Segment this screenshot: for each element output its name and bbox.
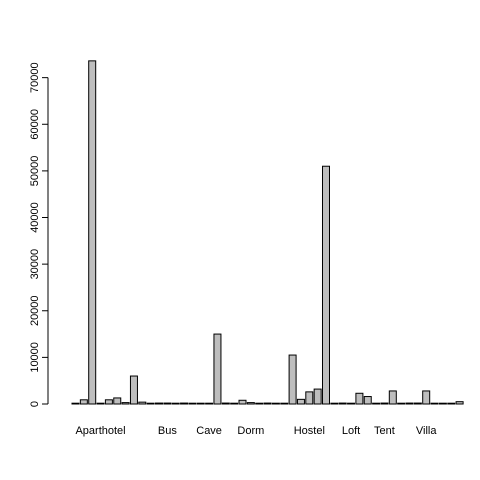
- bar: [138, 401, 147, 405]
- y-tick-label: 70000: [29, 62, 41, 93]
- bar: [413, 402, 422, 405]
- bar: [205, 402, 214, 405]
- bar: [347, 402, 356, 405]
- bar: [296, 398, 305, 405]
- bar: [79, 399, 88, 405]
- bar: [104, 399, 113, 405]
- bar: [221, 402, 230, 405]
- x-category-label: Hostel: [294, 425, 325, 437]
- bar: [288, 354, 297, 405]
- y-tick-label: 40000: [29, 202, 41, 233]
- x-axis-labels: Aparthotel Bus Cave Dorm Hostel Loft Tent Villa: [75, 425, 437, 437]
- bar: [88, 60, 97, 405]
- bar: [438, 402, 447, 405]
- bar: [422, 390, 431, 405]
- bar: [196, 402, 205, 405]
- y-axis: 0 10000 20000 30000 40000 50000 60000 70000: [29, 62, 49, 407]
- y-tick-label: 10000: [29, 342, 41, 373]
- bar: [405, 402, 414, 405]
- y-tick-label: 50000: [29, 156, 41, 187]
- bar: [129, 375, 138, 405]
- y-tick-label: 60000: [29, 109, 41, 140]
- bar: [355, 392, 364, 405]
- bar: [313, 388, 322, 405]
- bar: [380, 402, 389, 405]
- bar: [388, 390, 397, 405]
- bar: [430, 402, 439, 405]
- bar: [230, 402, 239, 405]
- bar: [255, 402, 264, 405]
- x-category-label: Villa: [416, 425, 437, 437]
- bar: [121, 402, 130, 405]
- bar: [455, 401, 464, 405]
- bar: [322, 165, 330, 405]
- y-tick-label: 0: [29, 401, 41, 407]
- bar: [397, 402, 406, 405]
- bar: [188, 402, 197, 405]
- y-tick-label: 20000: [29, 295, 41, 326]
- bar: [71, 402, 80, 405]
- bar: [113, 397, 122, 405]
- bar: [447, 402, 456, 405]
- bar: [171, 402, 180, 405]
- x-category-label: Cave: [196, 425, 222, 437]
- y-tick-label: 30000: [29, 249, 41, 280]
- bar: [238, 399, 247, 405]
- x-category-label: Dorm: [237, 425, 264, 437]
- bar: [163, 402, 172, 405]
- x-category-label: Loft: [342, 425, 360, 437]
- bar: [155, 402, 163, 405]
- bar: [372, 402, 381, 405]
- bar: [146, 402, 155, 405]
- bar: [263, 402, 272, 405]
- bar: [246, 402, 255, 405]
- x-category-label: Tent: [374, 425, 395, 437]
- bar: [180, 402, 189, 405]
- bar: [280, 402, 289, 405]
- bar: [338, 402, 347, 405]
- bar: [271, 402, 280, 405]
- bars: [71, 60, 464, 405]
- bar: [305, 391, 314, 405]
- bar: [213, 333, 222, 405]
- bar: [330, 402, 339, 405]
- x-category-label: Bus: [158, 425, 177, 437]
- x-category-label: Aparthotel: [75, 425, 125, 437]
- bar: [363, 396, 372, 405]
- bar: [96, 402, 105, 405]
